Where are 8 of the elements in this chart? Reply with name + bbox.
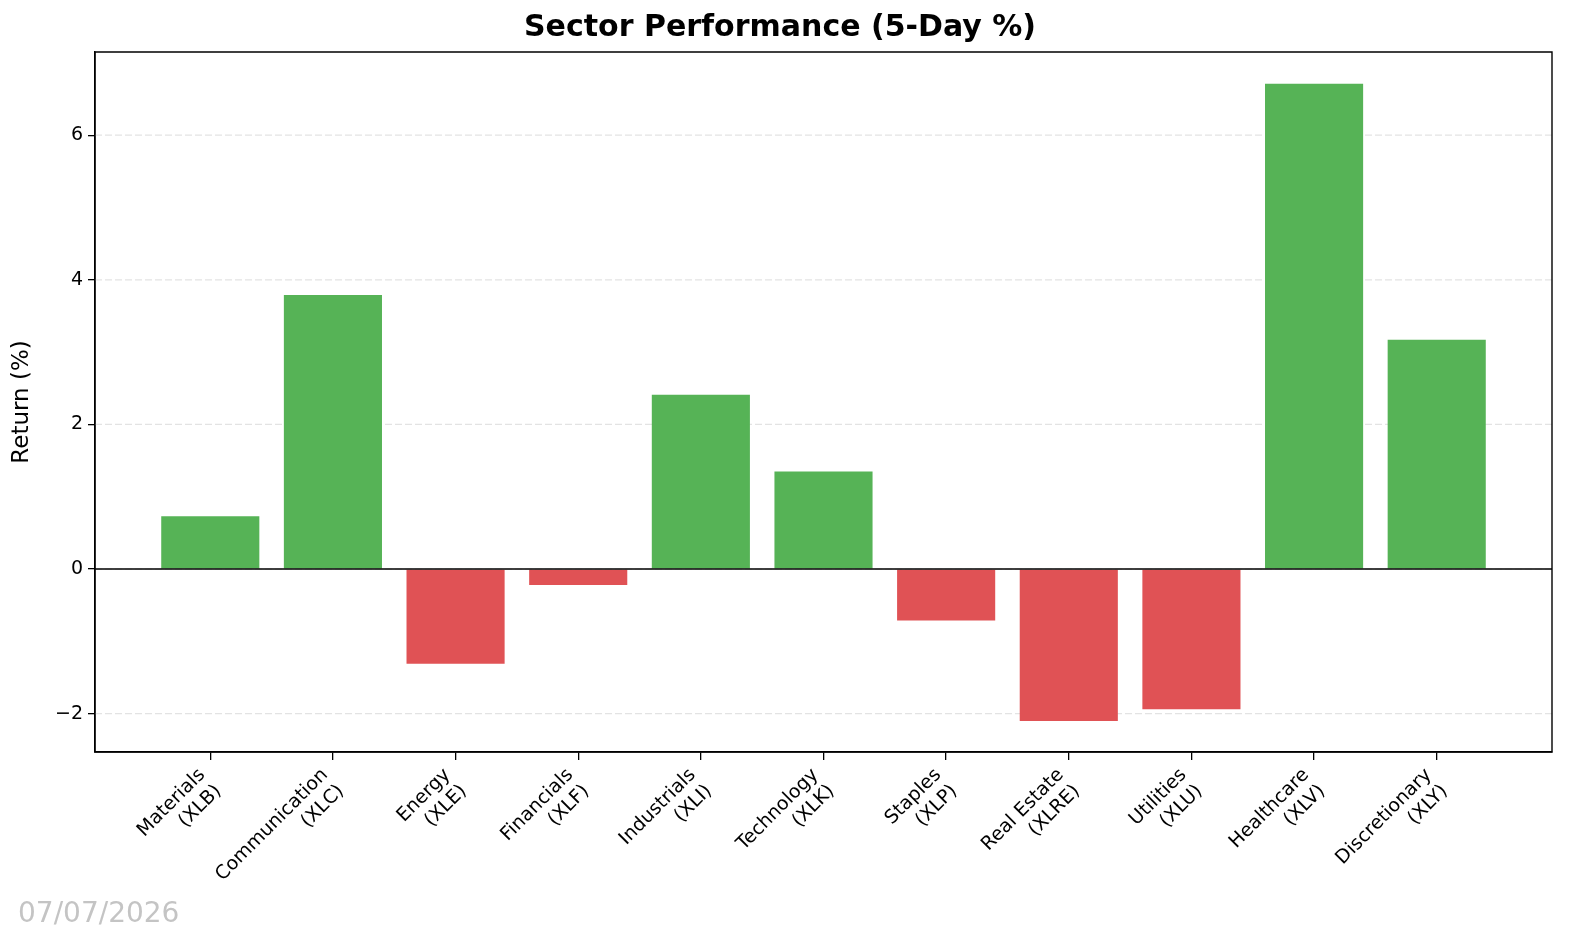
y-tick-label: 2 xyxy=(70,411,83,434)
chart-title: Sector Performance (5-Day %) xyxy=(524,7,1036,43)
y-tick-label: −2 xyxy=(54,700,83,723)
y-tick-label: 6 xyxy=(70,122,83,145)
y-axis-title: Return (%) xyxy=(6,340,33,464)
y-tick-label: 0 xyxy=(70,555,83,578)
y-tick-label: 4 xyxy=(70,266,83,289)
text: 07/07/2026 xyxy=(18,896,180,929)
